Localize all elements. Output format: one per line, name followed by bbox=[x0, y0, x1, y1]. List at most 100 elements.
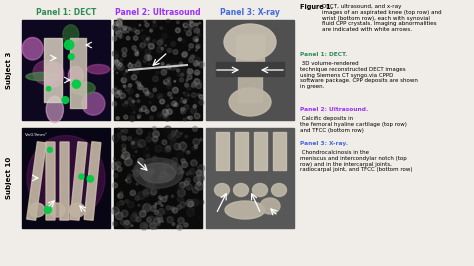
Circle shape bbox=[112, 36, 117, 41]
Circle shape bbox=[172, 131, 176, 135]
Circle shape bbox=[131, 141, 138, 148]
Circle shape bbox=[184, 82, 188, 86]
Circle shape bbox=[180, 202, 185, 207]
Circle shape bbox=[187, 209, 194, 217]
Circle shape bbox=[144, 172, 151, 179]
Circle shape bbox=[121, 78, 127, 83]
Circle shape bbox=[182, 171, 184, 173]
Circle shape bbox=[189, 57, 191, 58]
Circle shape bbox=[148, 58, 150, 59]
Circle shape bbox=[170, 133, 177, 140]
Circle shape bbox=[190, 70, 194, 75]
Circle shape bbox=[156, 56, 161, 61]
Circle shape bbox=[147, 203, 148, 205]
Circle shape bbox=[142, 30, 143, 31]
Circle shape bbox=[165, 114, 167, 116]
Circle shape bbox=[192, 82, 197, 86]
Circle shape bbox=[134, 36, 138, 40]
Circle shape bbox=[200, 138, 202, 141]
Circle shape bbox=[195, 39, 198, 41]
Circle shape bbox=[181, 132, 182, 134]
Circle shape bbox=[194, 70, 200, 75]
Circle shape bbox=[148, 44, 154, 49]
Circle shape bbox=[194, 99, 199, 104]
Circle shape bbox=[137, 176, 138, 177]
Circle shape bbox=[153, 156, 157, 161]
Circle shape bbox=[122, 26, 124, 27]
Circle shape bbox=[184, 92, 188, 96]
Circle shape bbox=[183, 207, 184, 209]
Circle shape bbox=[134, 170, 140, 176]
Circle shape bbox=[134, 138, 139, 143]
Circle shape bbox=[120, 97, 122, 99]
Circle shape bbox=[153, 88, 156, 92]
Circle shape bbox=[157, 113, 162, 118]
Circle shape bbox=[182, 142, 184, 144]
Circle shape bbox=[45, 206, 51, 213]
Circle shape bbox=[114, 211, 115, 212]
Circle shape bbox=[187, 86, 191, 90]
Bar bbox=[273, 132, 286, 170]
Circle shape bbox=[145, 110, 149, 114]
Ellipse shape bbox=[82, 92, 105, 115]
Circle shape bbox=[133, 212, 137, 216]
Circle shape bbox=[116, 159, 122, 165]
Circle shape bbox=[183, 23, 188, 28]
Circle shape bbox=[158, 93, 164, 99]
Circle shape bbox=[171, 163, 176, 169]
Circle shape bbox=[170, 129, 175, 134]
Circle shape bbox=[172, 223, 175, 226]
Circle shape bbox=[176, 130, 177, 131]
Circle shape bbox=[179, 38, 182, 41]
Circle shape bbox=[197, 33, 200, 36]
Circle shape bbox=[121, 138, 126, 143]
Circle shape bbox=[188, 201, 193, 207]
Circle shape bbox=[120, 58, 123, 61]
Circle shape bbox=[114, 68, 116, 70]
Circle shape bbox=[196, 50, 197, 51]
Circle shape bbox=[157, 40, 163, 45]
Circle shape bbox=[187, 75, 192, 80]
Circle shape bbox=[116, 31, 122, 36]
Circle shape bbox=[176, 69, 180, 72]
Circle shape bbox=[128, 136, 132, 141]
Circle shape bbox=[147, 216, 155, 224]
Ellipse shape bbox=[253, 184, 267, 197]
Circle shape bbox=[136, 63, 141, 68]
Circle shape bbox=[187, 72, 189, 74]
Circle shape bbox=[121, 31, 123, 33]
Circle shape bbox=[174, 103, 178, 107]
Circle shape bbox=[118, 195, 120, 197]
Ellipse shape bbox=[46, 96, 64, 122]
Ellipse shape bbox=[29, 203, 45, 217]
Circle shape bbox=[177, 97, 180, 100]
Circle shape bbox=[47, 147, 52, 152]
Circle shape bbox=[172, 102, 173, 103]
Circle shape bbox=[191, 55, 197, 60]
Circle shape bbox=[129, 101, 134, 106]
Circle shape bbox=[117, 167, 122, 172]
Ellipse shape bbox=[133, 158, 183, 188]
Circle shape bbox=[159, 94, 162, 97]
Circle shape bbox=[131, 225, 133, 227]
Circle shape bbox=[144, 55, 150, 60]
Circle shape bbox=[138, 205, 140, 206]
Circle shape bbox=[114, 174, 118, 178]
Circle shape bbox=[159, 77, 161, 78]
Circle shape bbox=[138, 117, 140, 119]
Circle shape bbox=[176, 168, 182, 174]
Circle shape bbox=[129, 175, 131, 177]
Circle shape bbox=[115, 28, 121, 34]
Circle shape bbox=[159, 39, 164, 43]
Circle shape bbox=[167, 146, 170, 149]
Circle shape bbox=[189, 49, 190, 50]
Circle shape bbox=[114, 27, 118, 31]
Circle shape bbox=[193, 61, 199, 66]
Circle shape bbox=[167, 173, 170, 176]
Circle shape bbox=[131, 75, 137, 80]
Circle shape bbox=[137, 82, 141, 86]
Circle shape bbox=[189, 199, 196, 206]
Circle shape bbox=[126, 180, 127, 181]
Circle shape bbox=[197, 175, 204, 182]
Circle shape bbox=[181, 107, 184, 111]
